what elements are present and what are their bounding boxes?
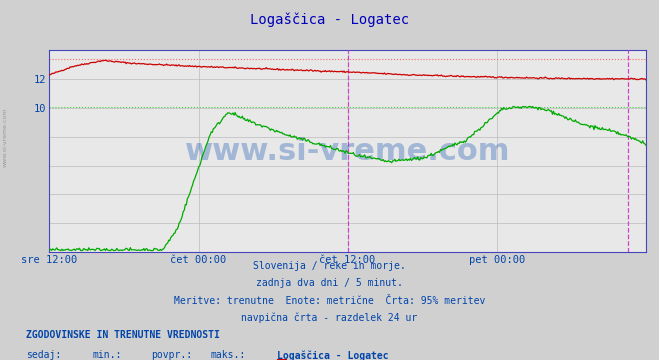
- Text: sedaj:: sedaj:: [26, 350, 61, 360]
- Text: Logaščica - Logatec: Logaščica - Logatec: [250, 13, 409, 27]
- Text: zadnja dva dni / 5 minut.: zadnja dva dni / 5 minut.: [256, 278, 403, 288]
- Text: maks.:: maks.:: [211, 350, 246, 360]
- Text: ZGODOVINSKE IN TRENUTNE VREDNOSTI: ZGODOVINSKE IN TRENUTNE VREDNOSTI: [26, 330, 220, 341]
- Text: Meritve: trenutne  Enote: metrične  Črta: 95% meritev: Meritve: trenutne Enote: metrične Črta: …: [174, 296, 485, 306]
- Text: www.si-vreme.com: www.si-vreme.com: [3, 107, 8, 167]
- Text: Slovenija / reke in morje.: Slovenija / reke in morje.: [253, 261, 406, 271]
- Text: povpr.:: povpr.:: [152, 350, 192, 360]
- Text: navpična črta - razdelek 24 ur: navpična črta - razdelek 24 ur: [241, 313, 418, 323]
- Text: min.:: min.:: [92, 350, 122, 360]
- Text: Logaščica - Logatec: Logaščica - Logatec: [277, 350, 388, 360]
- Text: www.si-vreme.com: www.si-vreme.com: [185, 137, 510, 166]
